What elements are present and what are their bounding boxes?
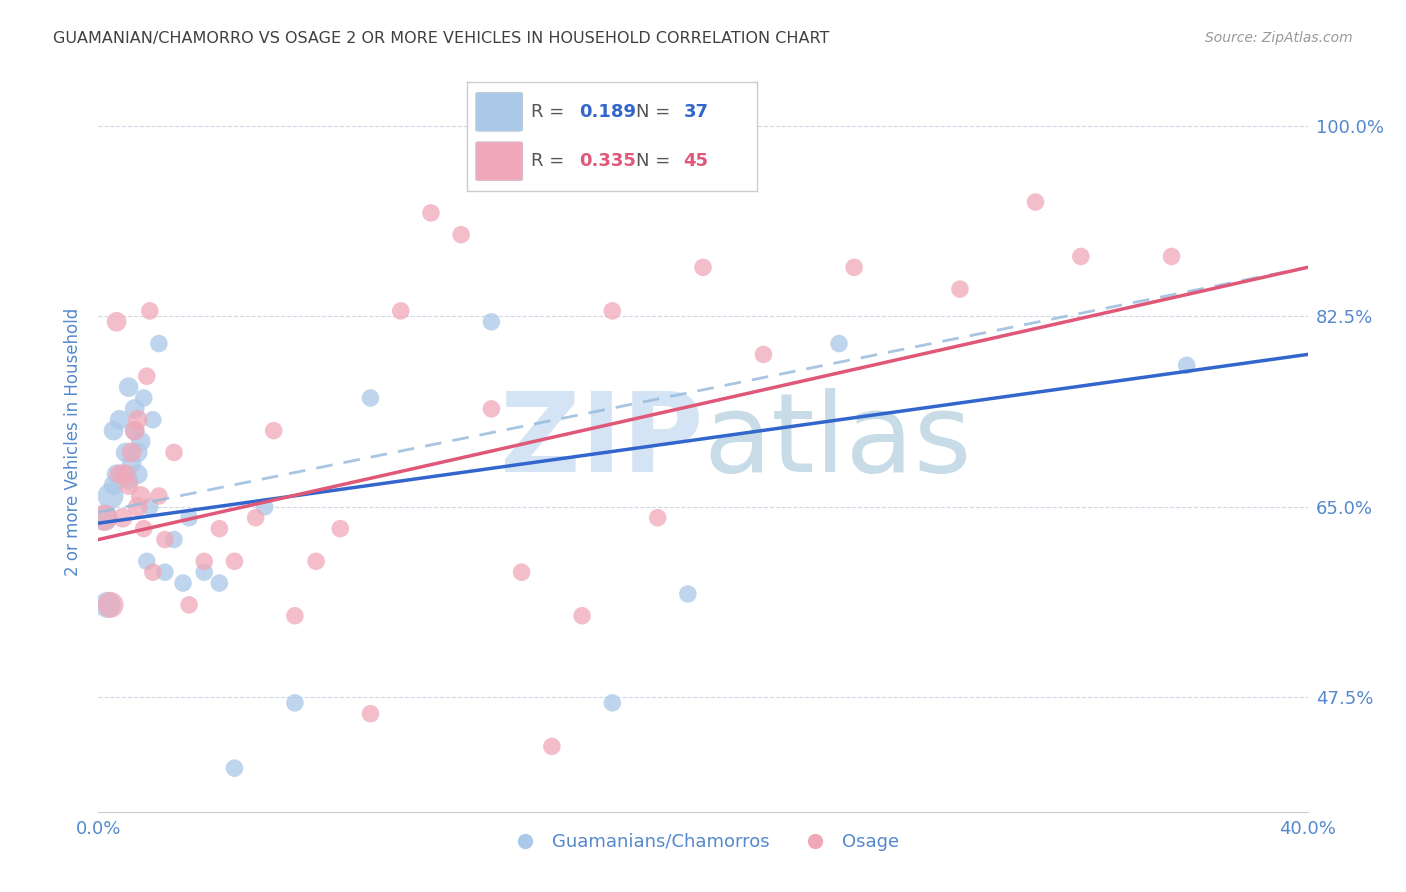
- Point: [163, 533, 186, 547]
- Point: [481, 315, 503, 329]
- Point: [179, 598, 201, 612]
- Point: [127, 500, 149, 514]
- Point: [103, 424, 125, 438]
- Point: [139, 304, 162, 318]
- Point: [179, 510, 201, 524]
- Legend: Guamanians/Chamorros, Osage: Guamanians/Chamorros, Osage: [499, 826, 907, 858]
- Point: [114, 445, 136, 459]
- Point: [142, 413, 165, 427]
- Text: ZIP: ZIP: [499, 388, 703, 495]
- Point: [142, 565, 165, 579]
- Point: [100, 598, 122, 612]
- Point: [752, 347, 775, 361]
- Point: [118, 473, 141, 487]
- Point: [132, 522, 155, 536]
- Point: [828, 336, 851, 351]
- Point: [1175, 359, 1198, 373]
- Point: [208, 576, 231, 591]
- Point: [153, 533, 176, 547]
- Point: [111, 510, 134, 524]
- Point: [360, 706, 382, 721]
- Point: [1070, 250, 1092, 264]
- Point: [1024, 194, 1046, 209]
- Point: [121, 456, 143, 470]
- Point: [135, 369, 157, 384]
- Text: Source: ZipAtlas.com: Source: ZipAtlas.com: [1205, 31, 1353, 45]
- Point: [172, 576, 194, 591]
- Point: [105, 315, 128, 329]
- Point: [692, 260, 714, 275]
- Point: [153, 565, 176, 579]
- Point: [224, 554, 246, 568]
- Point: [108, 413, 131, 427]
- Point: [132, 391, 155, 405]
- Point: [127, 445, 149, 459]
- Point: [163, 445, 186, 459]
- Text: GUAMANIAN/CHAMORRO VS OSAGE 2 OR MORE VEHICLES IN HOUSEHOLD CORRELATION CHART: GUAMANIAN/CHAMORRO VS OSAGE 2 OR MORE VE…: [53, 31, 830, 46]
- Point: [118, 478, 141, 492]
- Point: [124, 424, 146, 438]
- Point: [124, 401, 146, 416]
- Point: [360, 391, 382, 405]
- Point: [284, 608, 307, 623]
- Point: [245, 510, 267, 524]
- Y-axis label: 2 or more Vehicles in Household: 2 or more Vehicles in Household: [65, 308, 83, 575]
- Point: [121, 445, 143, 459]
- Point: [420, 206, 443, 220]
- Point: [105, 467, 128, 482]
- Point: [540, 739, 562, 754]
- Point: [208, 522, 231, 536]
- Point: [253, 500, 276, 514]
- Point: [135, 554, 157, 568]
- Point: [481, 401, 503, 416]
- Point: [224, 761, 246, 775]
- Point: [676, 587, 699, 601]
- Point: [127, 467, 149, 482]
- Point: [571, 608, 593, 623]
- Point: [450, 227, 472, 242]
- Point: [103, 478, 125, 492]
- Point: [124, 424, 146, 438]
- Point: [647, 510, 669, 524]
- Point: [148, 336, 170, 351]
- Point: [111, 467, 134, 482]
- Point: [139, 500, 162, 514]
- Point: [510, 565, 533, 579]
- Point: [389, 304, 412, 318]
- Point: [118, 380, 141, 394]
- Point: [114, 467, 136, 482]
- Point: [284, 696, 307, 710]
- Point: [602, 696, 624, 710]
- Point: [108, 467, 131, 482]
- Point: [93, 510, 115, 524]
- Point: [949, 282, 972, 296]
- Text: atlas: atlas: [703, 388, 972, 495]
- Point: [148, 489, 170, 503]
- Point: [1160, 250, 1182, 264]
- Point: [100, 489, 122, 503]
- Point: [129, 489, 152, 503]
- Point: [193, 565, 215, 579]
- Point: [127, 413, 149, 427]
- Point: [602, 304, 624, 318]
- Point: [93, 510, 115, 524]
- Point: [329, 522, 352, 536]
- Point: [129, 434, 152, 449]
- Point: [844, 260, 866, 275]
- Point: [305, 554, 328, 568]
- Point: [96, 598, 118, 612]
- Point: [263, 424, 285, 438]
- Point: [193, 554, 215, 568]
